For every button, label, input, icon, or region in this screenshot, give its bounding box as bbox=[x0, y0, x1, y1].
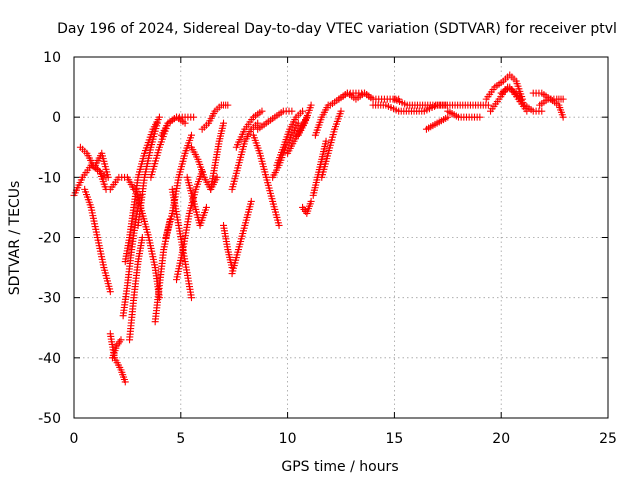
series-arc-30 bbox=[273, 107, 307, 169]
series-arc-12 bbox=[134, 119, 161, 229]
series-arc-03 bbox=[81, 185, 114, 296]
data-point-marker bbox=[220, 119, 228, 127]
series-arc-27 bbox=[249, 131, 283, 229]
series-arc-10 bbox=[126, 234, 146, 344]
data-point-marker bbox=[538, 107, 546, 115]
series-arc-33 bbox=[299, 197, 315, 217]
x-tick-label: 5 bbox=[176, 431, 185, 447]
series-arc-22 bbox=[207, 119, 228, 193]
data-point-marker bbox=[190, 113, 198, 121]
data-point-marker bbox=[322, 137, 330, 145]
data-point-marker bbox=[337, 107, 345, 115]
x-tick-label: 15 bbox=[385, 431, 403, 447]
series-arc-26 bbox=[232, 107, 266, 151]
series-arc-23 bbox=[220, 221, 236, 272]
series-arc-40 bbox=[390, 95, 450, 109]
series-arc-04 bbox=[91, 149, 112, 181]
data-point-marker bbox=[181, 119, 189, 127]
series-arc-16 bbox=[162, 131, 195, 241]
data-point-marker bbox=[106, 288, 114, 296]
series-arc-43 bbox=[482, 71, 527, 103]
series-arc-35 bbox=[311, 101, 332, 139]
y-tick-label: -50 bbox=[38, 411, 61, 427]
data-point-marker bbox=[559, 95, 567, 103]
series-arc-34 bbox=[309, 137, 330, 199]
series-arc-25 bbox=[228, 119, 262, 193]
data-point-marker bbox=[213, 173, 221, 181]
data-point-marker bbox=[247, 197, 255, 205]
x-tick-labels: 0 5 10 15 20 25 bbox=[70, 431, 617, 447]
data-point-marker bbox=[155, 113, 163, 121]
data-point-marker bbox=[476, 113, 484, 121]
series-arc-45 bbox=[497, 83, 531, 115]
data-point-marker bbox=[258, 107, 266, 115]
data-point-marker bbox=[104, 173, 112, 181]
data-point-marker bbox=[153, 119, 161, 127]
data-point-marker bbox=[275, 221, 283, 229]
data-point-marker bbox=[121, 378, 129, 386]
chart-title: Day 196 of 2024, Sidereal Day-to-day VTE… bbox=[57, 21, 617, 37]
series-arc-38 bbox=[335, 89, 377, 103]
data-point-marker bbox=[559, 113, 567, 121]
data-point-marker bbox=[288, 107, 296, 115]
data-markers bbox=[70, 71, 567, 386]
series-arc-39 bbox=[369, 101, 492, 115]
series-arc-32 bbox=[294, 101, 315, 139]
data-point-marker bbox=[444, 113, 452, 121]
series-arc-28 bbox=[254, 107, 296, 133]
data-point-marker bbox=[294, 119, 302, 127]
data-point-marker bbox=[224, 101, 232, 109]
series-arc-41 bbox=[422, 113, 452, 133]
data-point-marker bbox=[307, 101, 315, 109]
x-tick-label: 0 bbox=[70, 431, 79, 447]
data-point-marker bbox=[442, 101, 450, 109]
series-arc-18 bbox=[173, 167, 206, 284]
series-arc-09 bbox=[121, 113, 163, 266]
y-tick-label: 0 bbox=[52, 110, 61, 126]
data-point-marker bbox=[187, 131, 195, 139]
y-tick-label: -30 bbox=[38, 291, 61, 307]
data-point-marker bbox=[254, 119, 262, 127]
y-tick-label: 10 bbox=[43, 50, 61, 66]
data-point-marker bbox=[523, 107, 531, 115]
data-point-marker bbox=[138, 234, 146, 241]
data-point-marker bbox=[307, 197, 315, 205]
series-arc-47 bbox=[536, 95, 567, 109]
data-point-marker bbox=[187, 294, 195, 302]
series-arc-05 bbox=[106, 330, 129, 386]
series-arc-42 bbox=[444, 107, 484, 121]
data-point-marker bbox=[369, 95, 377, 103]
data-point-marker bbox=[202, 203, 210, 211]
series-arc-36 bbox=[318, 107, 345, 181]
x-tick-label: 25 bbox=[599, 431, 617, 447]
y-tick-labels: 10 0 -10 -20 -30 -40 -50 bbox=[38, 50, 61, 427]
y-tick-label: -10 bbox=[38, 170, 61, 186]
x-tick-label: 20 bbox=[492, 431, 510, 447]
series-arc-15 bbox=[158, 113, 198, 139]
y-axis-label: SDTVAR / TECUs bbox=[7, 181, 23, 296]
series-arc-06 bbox=[108, 336, 125, 362]
series-arc-07 bbox=[106, 173, 138, 193]
data-point-marker bbox=[117, 336, 125, 344]
y-tick-label: -40 bbox=[38, 351, 61, 367]
x-axis-label: GPS time / hours bbox=[281, 459, 398, 475]
y-tick-label: -20 bbox=[38, 231, 61, 247]
series-arc-19 bbox=[183, 173, 210, 229]
x-tick-label: 10 bbox=[279, 431, 297, 447]
plot-frame bbox=[73, 56, 609, 419]
data-point-marker bbox=[299, 107, 307, 115]
data-point-marker bbox=[484, 101, 492, 109]
series-arc-24 bbox=[228, 197, 255, 278]
series-arc-21 bbox=[198, 101, 232, 133]
